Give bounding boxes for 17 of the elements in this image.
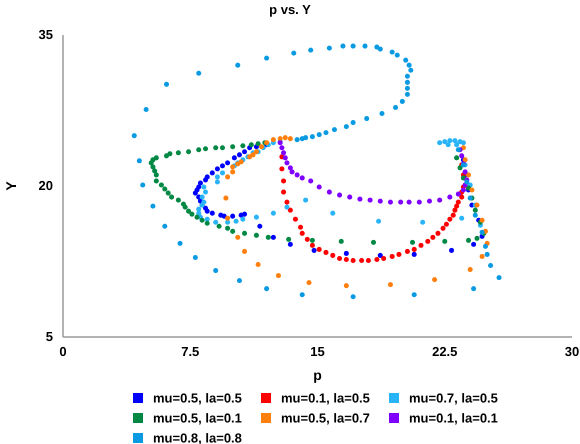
legend-label: mu=0.5, la=0.1 [153,410,242,426]
y-tick-label: 35 [38,27,53,42]
x-tick-label: 15 [310,344,325,360]
legend-label: mu=0.7, la=0.5 [409,390,498,406]
legend-label: mu=0.1, la=0.5 [281,390,370,406]
chart-title: p vs. Y [269,2,312,17]
y-tick-label: 20 [38,178,53,194]
y-axis-title: Y [3,180,19,191]
y-tick-label: 5 [46,329,53,344]
legend-label: mu=0.1, la=0.1 [409,410,498,426]
x-tick-label: 30 [564,344,580,360]
x-tick-label: 22.5 [432,344,458,360]
legend-label: mu=0.5, la=0.7 [281,410,370,426]
x-axis-title: p [313,367,322,383]
x-tick-label: 0 [59,344,67,360]
legend-label: mu=0.5, la=0.5 [153,390,242,406]
x-tick-label: 7.5 [181,344,200,360]
